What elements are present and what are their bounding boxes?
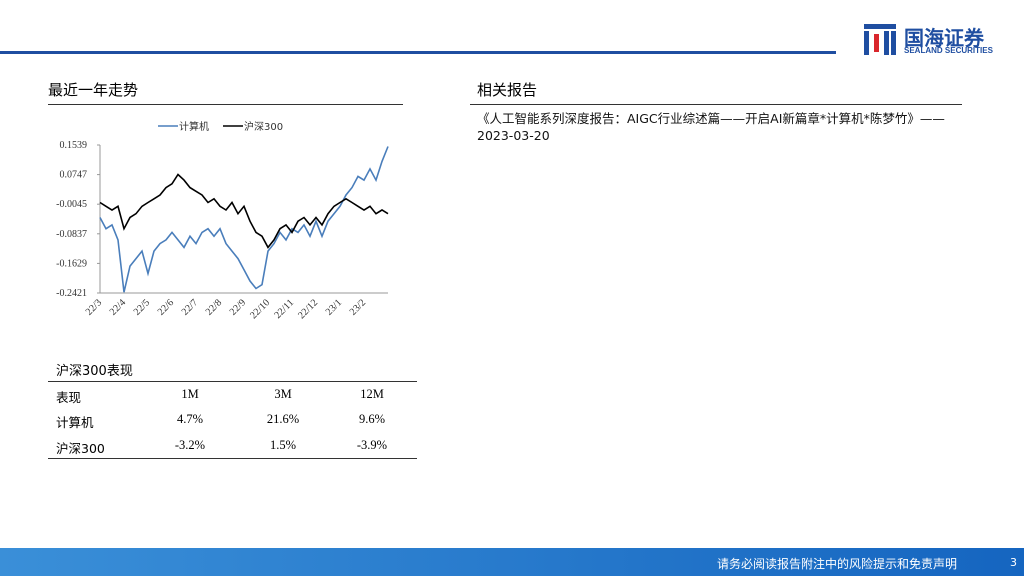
x-tick-label: 22/5 xyxy=(132,297,152,317)
table-cell: 计算机 xyxy=(56,415,94,430)
page-number: 3 xyxy=(1010,556,1017,569)
y-tick-label: -0.0837 xyxy=(56,229,87,240)
line-series xyxy=(99,146,389,293)
table-cell: -3.9% xyxy=(356,438,388,452)
section-title: 相关报告 xyxy=(477,81,538,99)
x-tick-label: 22/4 xyxy=(108,297,128,317)
table-cell: 12M xyxy=(360,387,384,401)
table-cell: -3.2% xyxy=(174,438,206,452)
company-name-en: SEALAND SECURITIES xyxy=(904,46,993,55)
x-tick-label: 22/7 xyxy=(180,297,200,317)
table-cell: 21.6% xyxy=(266,412,300,426)
table-cell: 9.6% xyxy=(358,412,386,426)
disclaimer: 请务必阅读报告附注中的风险提示和免责声明 xyxy=(717,557,958,571)
x-tick-label: 23/2 xyxy=(348,297,368,317)
rule xyxy=(48,381,417,382)
x-tick-label: 22/6 xyxy=(156,297,176,317)
logo-mark xyxy=(864,24,896,55)
table-cell: 3M xyxy=(274,387,292,401)
y-tick-label: -0.2421 xyxy=(56,288,87,299)
x-tick-label: 22/11 xyxy=(272,297,296,321)
x-tick-label: 22/9 xyxy=(228,297,248,317)
table-title: 沪深300表现 xyxy=(56,364,133,379)
x-tick-label: 22/12 xyxy=(296,297,320,321)
y-tick-label: 0.0747 xyxy=(60,170,88,181)
y-tick-label: -0.0045 xyxy=(56,199,87,210)
rule xyxy=(48,458,417,459)
legend-label: 沪深300 xyxy=(244,120,283,133)
top-rule xyxy=(0,51,836,54)
table-cell: 1M xyxy=(181,387,199,401)
y-tick-label: 0.1539 xyxy=(60,140,88,151)
rule xyxy=(48,104,403,105)
x-tick-label: 23/1 xyxy=(324,297,344,317)
table-cell: 1.5% xyxy=(269,438,297,452)
legend-label: 计算机 xyxy=(179,120,209,133)
x-tick-label: 22/3 xyxy=(84,297,104,317)
table-cell: 表现 xyxy=(56,390,82,405)
company-name: 国海证券 xyxy=(904,26,984,50)
table-cell: 沪深300 xyxy=(56,441,105,456)
report-link[interactable]: 《人工智能系列深度报告：AIGC行业综述篇——开启AI新篇章*计算机*陈梦竹》—… xyxy=(477,111,945,143)
rule xyxy=(470,104,962,105)
x-tick-label: 22/8 xyxy=(204,297,224,317)
line-series xyxy=(99,173,389,249)
footer-band xyxy=(0,548,1024,576)
y-tick-label: -0.1629 xyxy=(56,258,87,269)
table-cell: 4.7% xyxy=(176,412,204,426)
section-title: 最近一年走势 xyxy=(48,81,139,99)
x-tick-label: 22/10 xyxy=(248,297,272,321)
